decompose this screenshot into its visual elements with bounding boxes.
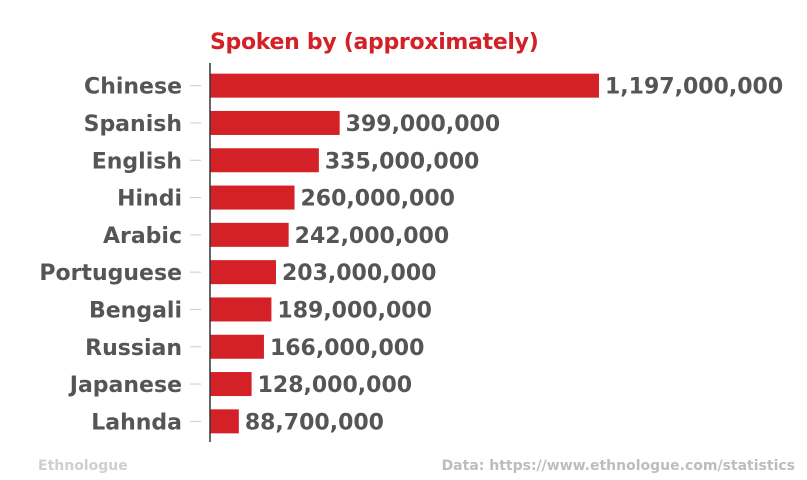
source-note: Data: https://www.ethnologue.com/statist… bbox=[441, 458, 795, 474]
bar bbox=[210, 297, 272, 322]
category-label: Spanish bbox=[84, 112, 182, 137]
value-label: 203,000,000 bbox=[282, 261, 436, 286]
bar bbox=[210, 334, 264, 359]
value-label: 335,000,000 bbox=[325, 149, 479, 174]
value-label: 128,000,000 bbox=[258, 373, 412, 398]
value-label: 88,700,000 bbox=[245, 410, 384, 435]
bar bbox=[210, 148, 319, 173]
bar bbox=[210, 409, 239, 434]
bar bbox=[210, 260, 276, 285]
bar bbox=[210, 185, 295, 210]
bar bbox=[210, 222, 289, 247]
category-label: Chinese bbox=[84, 75, 182, 100]
category-label: Hindi bbox=[117, 187, 182, 212]
bar bbox=[210, 73, 599, 98]
value-label: 260,000,000 bbox=[300, 187, 454, 212]
value-label: 189,000,000 bbox=[277, 298, 431, 323]
chart-title: Spoken by (approximately) bbox=[210, 30, 539, 55]
value-label: 242,000,000 bbox=[295, 224, 449, 249]
category-label: Bengali bbox=[89, 298, 182, 323]
category-label: Portuguese bbox=[39, 261, 182, 286]
bar bbox=[210, 372, 252, 397]
category-label: Russian bbox=[85, 336, 182, 361]
category-label: English bbox=[92, 149, 182, 174]
category-label: Arabic bbox=[103, 224, 182, 249]
value-label: 1,197,000,000 bbox=[605, 75, 783, 100]
source-logo: Ethnologue bbox=[38, 458, 128, 474]
value-label: 166,000,000 bbox=[270, 336, 424, 361]
bar bbox=[210, 110, 340, 135]
category-label: Japanese bbox=[68, 373, 182, 398]
value-label: 399,000,000 bbox=[346, 112, 500, 137]
category-label: Lahnda bbox=[91, 410, 182, 435]
